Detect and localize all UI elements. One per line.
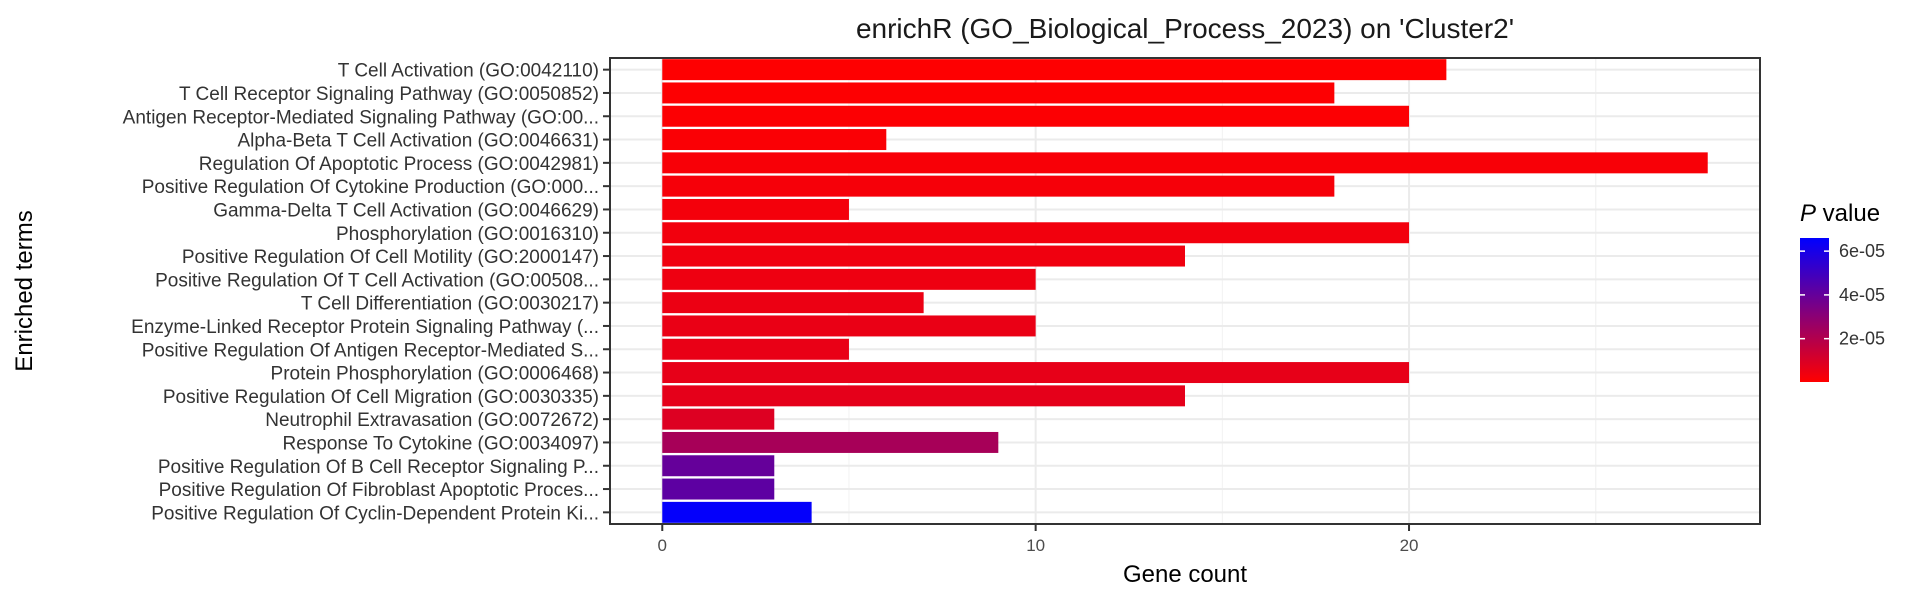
legend-tick-label: 4e-05 [1839,285,1885,305]
y-tick-label: Alpha-Beta T Cell Activation (GO:0046631… [237,131,599,152]
bar [662,408,775,430]
y-tick-label: Neutrophil Extravasation (GO:0072672) [265,410,599,431]
y-tick-label: Positive Regulation Of Antigen Receptor-… [142,340,599,361]
y-tick-label: Phosphorylation (GO:0016310) [336,224,599,245]
y-tick-label: T Cell Receptor Signaling Pathway (GO:00… [179,84,599,105]
bar [662,59,1447,81]
bar [662,222,1410,244]
y-tick-label: Antigen Receptor-Mediated Signaling Path… [123,107,599,128]
x-tick-label: 0 [658,536,667,555]
y-tick-label: Positive Regulation Of B Cell Receptor S… [158,457,599,478]
y-tick-label: Positive Regulation Of Cyclin-Dependent … [151,503,599,524]
y-tick-label: Positive Regulation Of Cytokine Producti… [142,177,599,198]
y-tick-label: Positive Regulation Of T Cell Activation… [155,270,599,291]
legend-tick-label: 2e-05 [1839,329,1885,349]
bar [662,431,999,453]
bar [662,82,1335,104]
legend-title-value: value [1816,200,1880,227]
bar [662,292,924,314]
x-tick-label: 10 [1026,536,1045,555]
bar [662,385,1185,407]
bar [662,198,849,220]
bar [662,501,812,523]
bar [662,362,1410,384]
panel-border [609,57,1761,525]
bar [662,315,1036,337]
chart-title: enrichR (GO_Biological_Process_2023) on … [856,13,1514,44]
bar [662,455,775,477]
x-axis-ticks: 0 10 20 [658,524,1419,555]
bar [662,245,1185,267]
y-tick-label: Gamma-Delta T Cell Activation (GO:004662… [213,200,599,221]
y-tick-label: Protein Phosphorylation (GO:0006468) [271,364,599,385]
x-tick-label: 20 [1400,536,1419,555]
x-axis-title: Gene count [1123,561,1247,588]
bar [662,129,887,151]
legend-title-p: P [1800,200,1816,227]
y-tick-label: Positive Regulation Of Cell Migration (G… [163,387,599,408]
grid-lines [610,58,1760,524]
bar [662,105,1410,127]
y-tick-label: Regulation Of Apoptotic Process (GO:0042… [199,154,599,175]
y-tick-label: Positive Regulation Of Fibroblast Apopto… [159,480,599,501]
bars [662,59,1708,523]
y-tick-label: Response To Cytokine (GO:0034097) [283,433,600,454]
y-axis-ticks: T Cell Activation (GO:0042110)T Cell Rec… [123,61,610,524]
legend-tick-label: 6e-05 [1839,241,1885,261]
bar [662,152,1708,174]
legend-ticks: 2e-05 4e-05 6e-05 [1800,241,1885,349]
y-tick-label: T Cell Differentiation (GO:0030217) [301,294,599,315]
bar [662,268,1036,290]
bar [662,338,849,360]
y-tick-label: Enzyme-Linked Receptor Protein Signaling… [131,317,599,338]
legend-title: P value [1800,200,1880,227]
legend-colorbar [1800,238,1829,382]
bar [662,478,775,500]
y-tick-label: Positive Regulation Of Cell Motility (GO… [182,247,599,268]
y-tick-label: T Cell Activation (GO:0042110) [338,61,599,82]
y-axis-title: Enriched terms [11,210,38,371]
legend: P value 2e-05 4e-05 6e-05 [1800,200,1885,382]
bar [662,175,1335,197]
